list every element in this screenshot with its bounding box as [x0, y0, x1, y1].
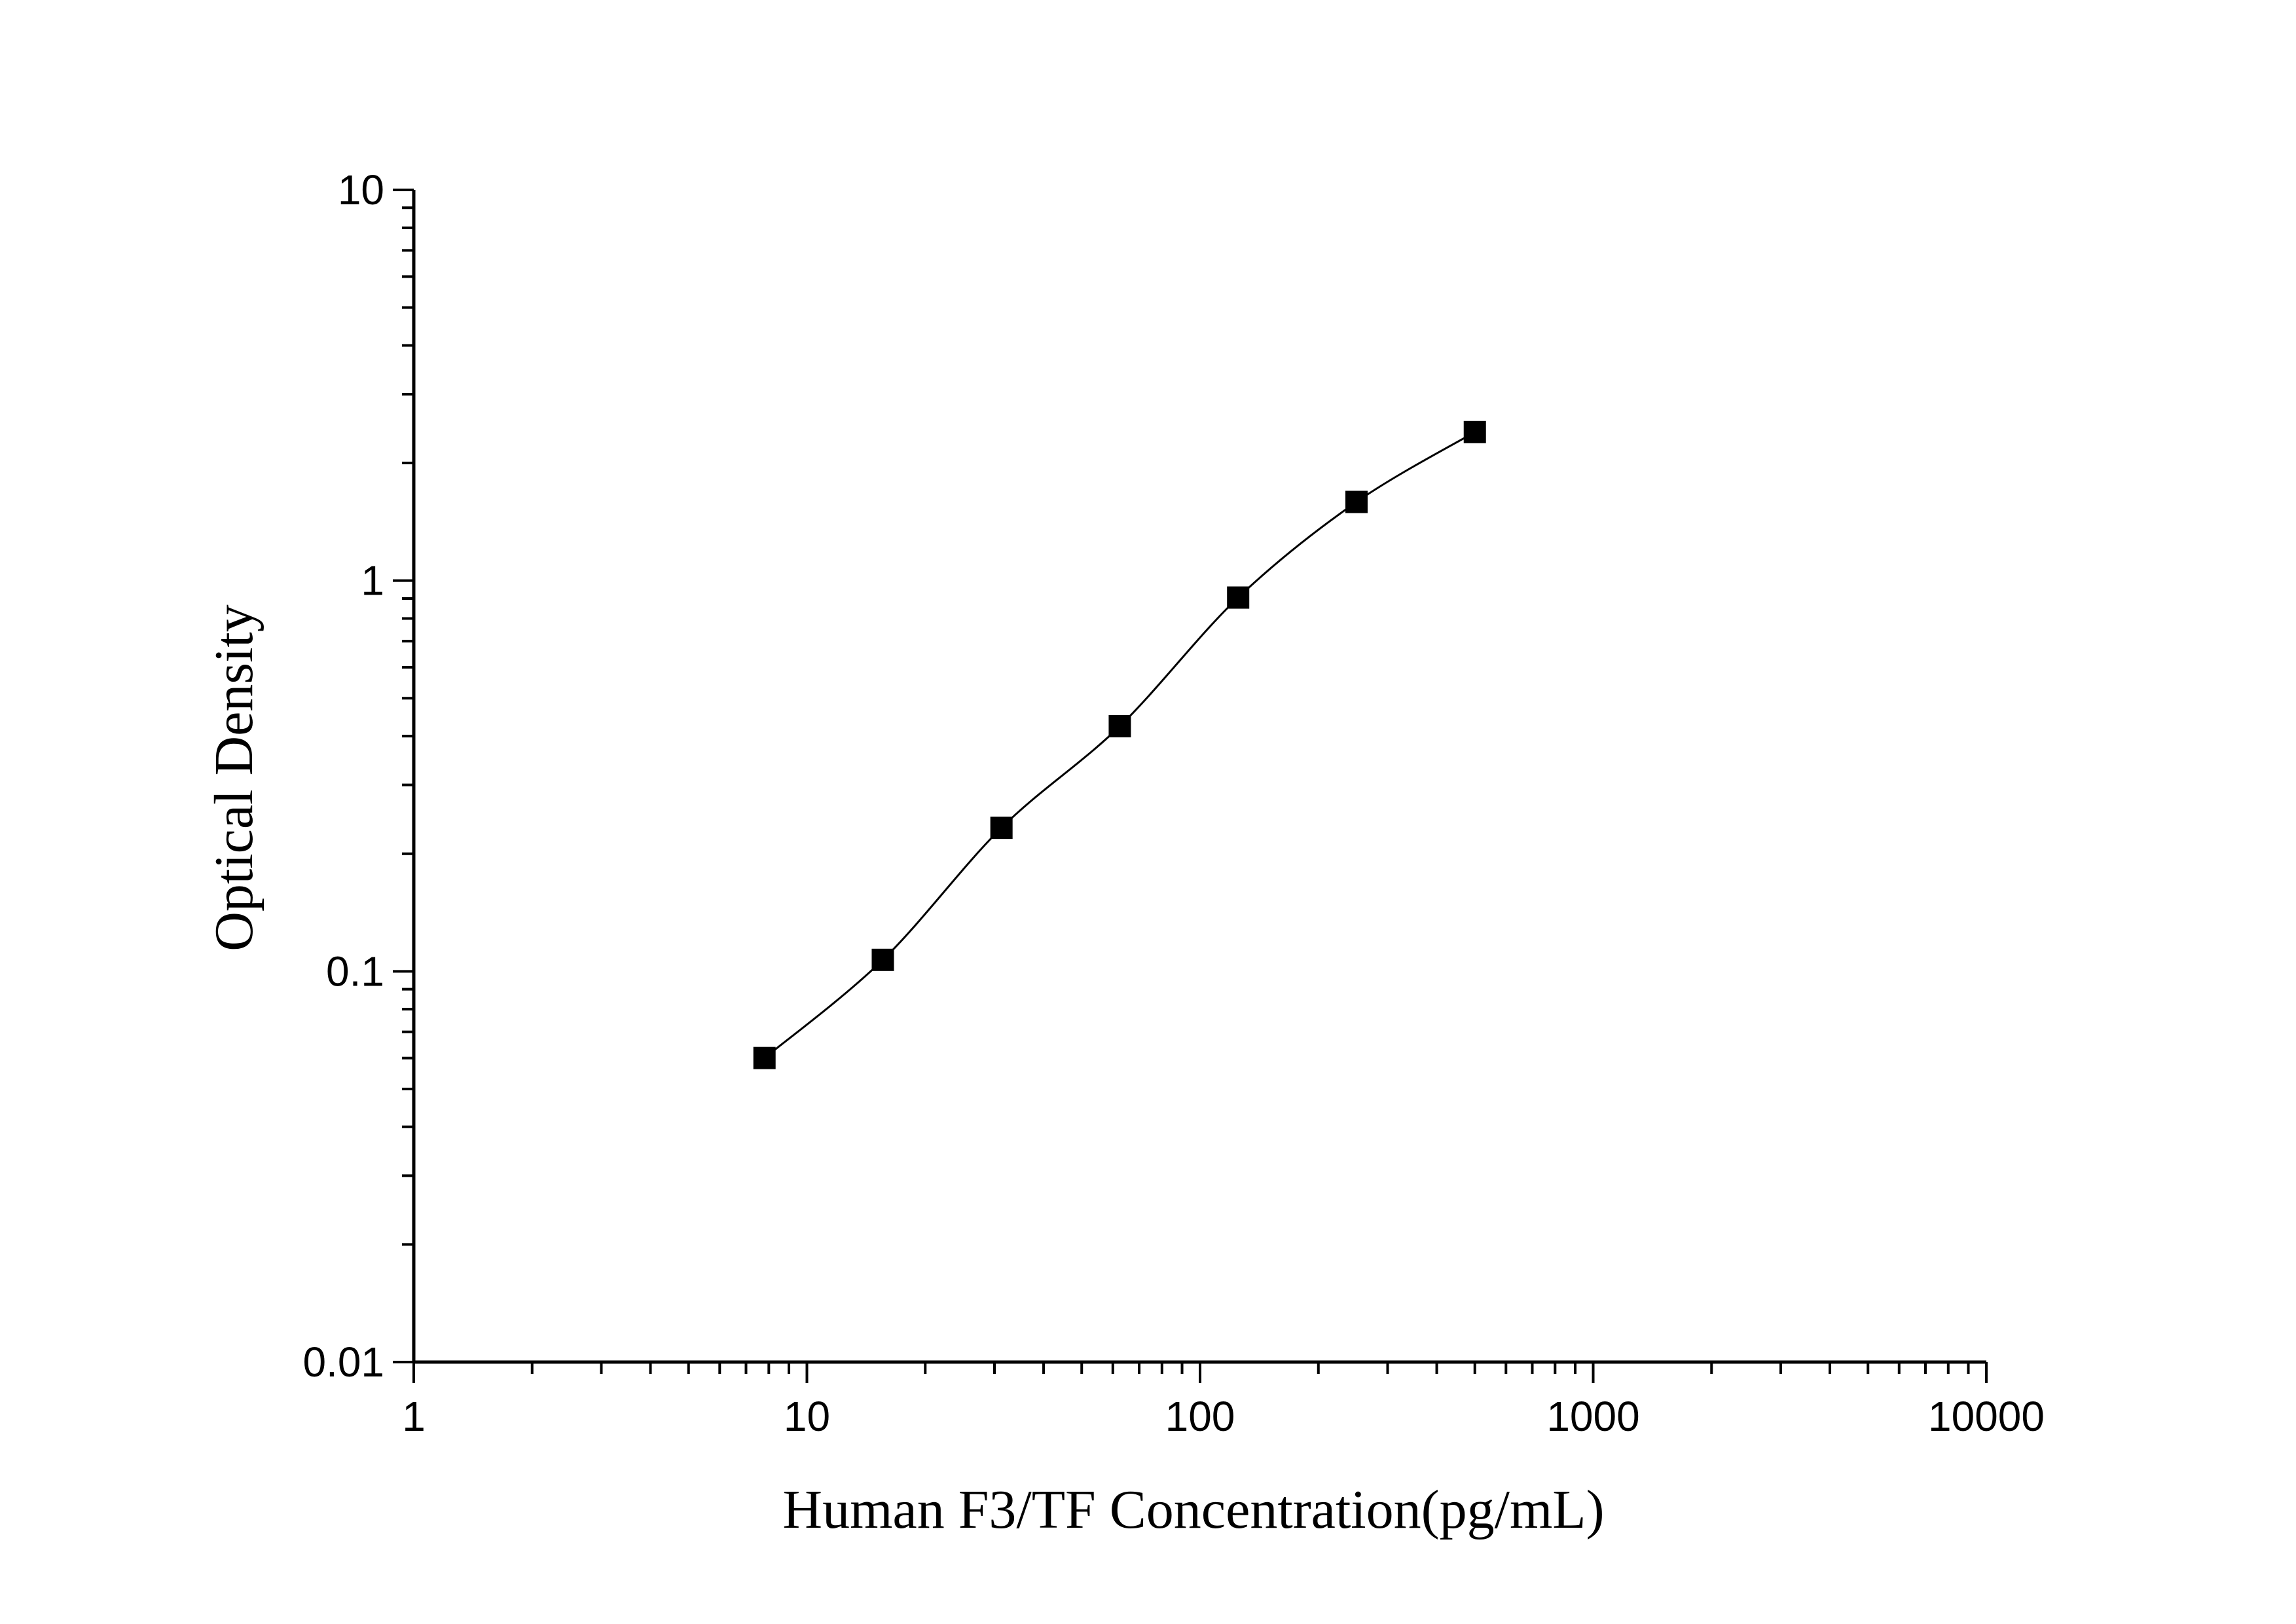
ticks	[393, 189, 1988, 1383]
data-point	[753, 1046, 776, 1069]
data-points	[753, 420, 1486, 1069]
tick-labels: 1 10 100 1000 10000 0.01 0.1 1 10	[302, 166, 2045, 1440]
fit-curve	[763, 431, 1476, 1059]
x-tick-label: 10	[784, 1393, 830, 1440]
x-tick-label: 10000	[1928, 1393, 2045, 1440]
y-tick-label: 0.1	[326, 948, 384, 995]
x-tick-label: 1000	[1546, 1393, 1639, 1440]
fit-curve-group	[763, 431, 1476, 1059]
x-tick-label: 100	[1165, 1393, 1235, 1440]
x-tick-label: 1	[402, 1393, 426, 1440]
y-tick-label: 10	[338, 166, 384, 213]
data-point	[990, 817, 1013, 840]
data-point	[1463, 420, 1486, 443]
y-tick-label: 1	[361, 557, 384, 604]
axes	[412, 190, 1986, 1364]
data-point	[1227, 586, 1250, 609]
y-axis-title: Optical Density	[204, 604, 264, 951]
data-point	[1345, 490, 1368, 513]
x-axis-title: Human F3/TF Concentration(pg/mL)	[782, 1479, 1604, 1540]
data-point	[1108, 715, 1131, 738]
y-tick-label: 0.01	[302, 1338, 384, 1386]
data-point	[871, 948, 894, 971]
